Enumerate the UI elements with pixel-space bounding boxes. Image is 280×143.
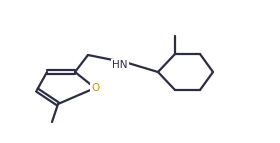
Text: O: O [91, 83, 99, 93]
Text: HN: HN [112, 60, 128, 70]
